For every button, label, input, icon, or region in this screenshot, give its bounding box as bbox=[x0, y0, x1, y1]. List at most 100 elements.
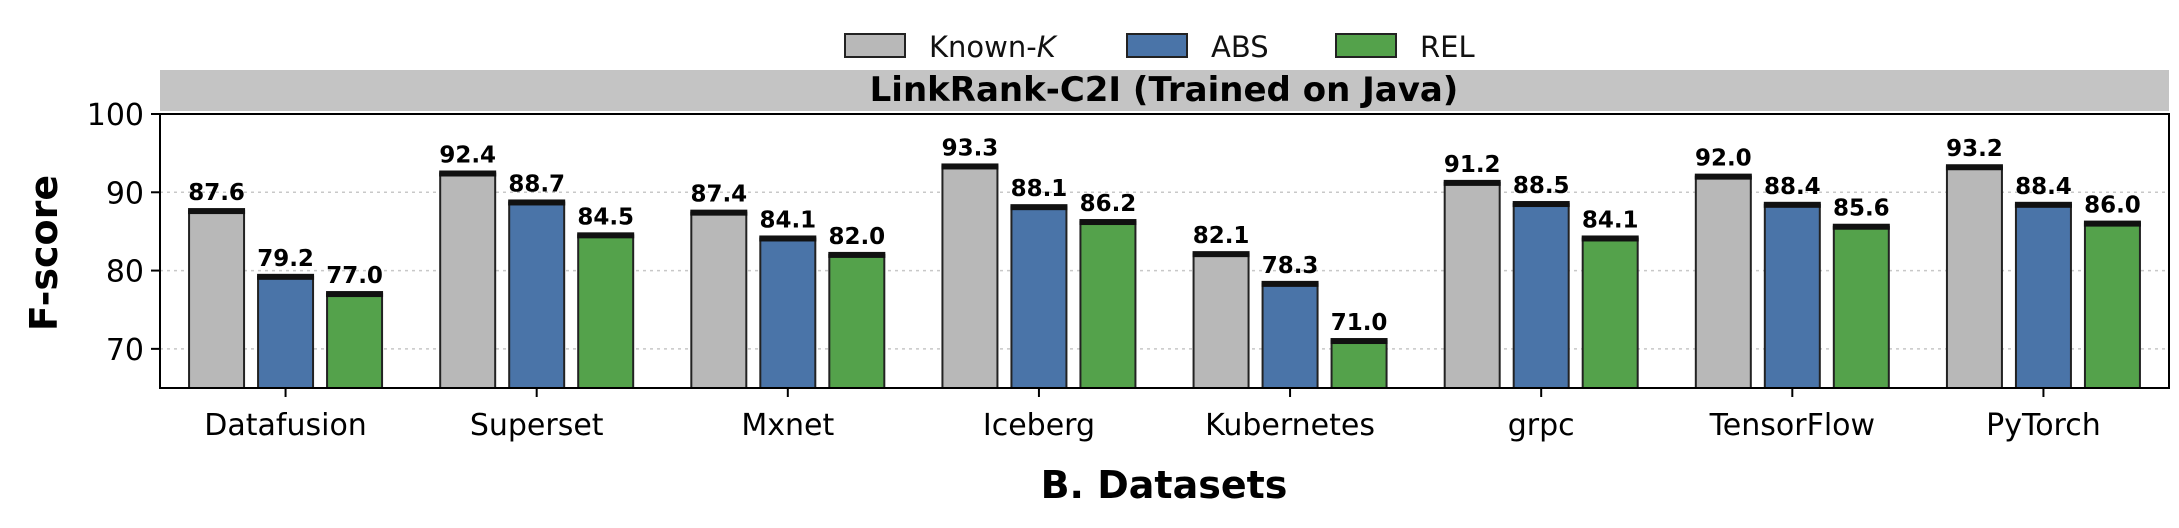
value-label-superset-known-k: 92.4 bbox=[439, 142, 496, 168]
x-tick-label-tensorflow: TensorFlow bbox=[1709, 408, 1876, 443]
legend-label-known-k: Known-K bbox=[929, 30, 1058, 64]
bar-cap-iceberg-abs bbox=[1010, 204, 1068, 211]
bar-cap-tensorflow-abs bbox=[1763, 201, 1821, 208]
legend-swatch-known-k bbox=[844, 33, 906, 58]
value-label-iceberg-known-k: 93.3 bbox=[942, 135, 999, 161]
x-tick-label-kubernetes: Kubernetes bbox=[1205, 408, 1375, 443]
bar-cap-datafusion-abs bbox=[257, 273, 315, 280]
bar-cap-kubernetes-abs bbox=[1261, 280, 1319, 287]
x-axis-title: B. Datasets bbox=[1041, 463, 1288, 507]
legend-swatch-rel bbox=[1335, 33, 1397, 58]
bar-iceberg-abs bbox=[1010, 206, 1068, 389]
value-label-pytorch-rel: 86.0 bbox=[2084, 193, 2141, 219]
plot-frame bbox=[159, 113, 2170, 389]
bar-datafusion-abs bbox=[257, 275, 315, 389]
legend-swatch-abs bbox=[1126, 33, 1188, 58]
value-label-tensorflow-known-k: 92.0 bbox=[1695, 146, 1752, 172]
value-label-mxnet-known-k: 87.4 bbox=[690, 182, 747, 208]
bar-cap-mxnet-known-k bbox=[690, 209, 748, 216]
bar-kubernetes-rel bbox=[1330, 340, 1388, 389]
value-label-tensorflow-abs: 88.4 bbox=[1764, 174, 1821, 200]
value-label-pytorch-known-k: 93.2 bbox=[1946, 136, 2003, 162]
bar-cap-mxnet-rel bbox=[828, 251, 886, 258]
bar-cap-grpc-abs bbox=[1512, 201, 1570, 208]
bar-iceberg-known-k bbox=[941, 165, 999, 389]
y-axis-title: F-score bbox=[22, 175, 66, 331]
x-tick-label-grpc: grpc bbox=[1508, 408, 1575, 443]
bars: 87.6 79.2 77.0 92.4 88.7 84.5 87.4 84.1 82.0 93.3… bbox=[188, 135, 2141, 390]
bar-cap-kubernetes-known-k bbox=[1192, 251, 1250, 258]
bar-mxnet-rel bbox=[828, 253, 886, 389]
value-label-datafusion-known-k: 87.6 bbox=[188, 180, 245, 206]
value-label-kubernetes-rel: 71.0 bbox=[1331, 310, 1388, 336]
bar-cap-pytorch-rel bbox=[2083, 220, 2141, 227]
bar-kubernetes-abs bbox=[1261, 282, 1319, 390]
y-tick-label-70: 70 bbox=[106, 333, 144, 368]
bar-cap-superset-abs bbox=[508, 199, 566, 206]
bar-cap-pytorch-known-k bbox=[1945, 164, 2003, 171]
bar-cap-pytorch-abs bbox=[2014, 201, 2072, 208]
y-tick-label-100: 100 bbox=[87, 98, 144, 133]
value-label-tensorflow-rel: 85.6 bbox=[1833, 196, 1890, 222]
bar-cap-tensorflow-rel bbox=[1832, 223, 1890, 230]
value-label-datafusion-rel: 77.0 bbox=[326, 263, 383, 289]
value-label-iceberg-rel: 86.2 bbox=[1080, 191, 1137, 217]
bar-tensorflow-known-k bbox=[1694, 175, 1752, 389]
value-label-grpc-abs: 88.5 bbox=[1513, 173, 1570, 199]
value-label-superset-abs: 88.7 bbox=[508, 171, 565, 197]
bar-datafusion-known-k bbox=[188, 210, 246, 389]
value-label-pytorch-abs: 88.4 bbox=[2015, 174, 2072, 200]
bar-tensorflow-rel bbox=[1832, 225, 1890, 389]
bar-mxnet-known-k bbox=[690, 211, 748, 389]
x-tick-label-datafusion: Datafusion bbox=[204, 408, 367, 443]
bar-grpc-known-k bbox=[1443, 181, 1501, 389]
value-label-mxnet-rel: 82.0 bbox=[828, 224, 885, 250]
bar-grpc-rel bbox=[1581, 237, 1639, 389]
value-label-mxnet-abs: 84.1 bbox=[759, 207, 816, 233]
bar-cap-kubernetes-rel bbox=[1330, 338, 1388, 345]
bar-cap-grpc-rel bbox=[1581, 235, 1639, 242]
y-tick-label-80: 80 bbox=[106, 255, 144, 290]
legend: Known-K ABS REL bbox=[844, 30, 1475, 64]
bar-superset-known-k bbox=[439, 172, 497, 389]
value-label-kubernetes-abs: 78.3 bbox=[1262, 253, 1319, 279]
chart-title: LinkRank-C2I (Trained on Java) bbox=[870, 70, 1459, 110]
bar-cap-mxnet-abs bbox=[759, 235, 817, 242]
bar-grpc-abs bbox=[1512, 203, 1570, 389]
x-tick-label-iceberg: Iceberg bbox=[983, 408, 1095, 443]
bar-cap-iceberg-known-k bbox=[941, 163, 999, 170]
bar-cap-datafusion-known-k bbox=[188, 208, 246, 215]
value-label-iceberg-abs: 88.1 bbox=[1011, 176, 1068, 202]
x-tick-label-mxnet: Mxnet bbox=[741, 408, 834, 443]
bar-cap-tensorflow-known-k bbox=[1694, 173, 1752, 180]
x-tick-label-superset: Superset bbox=[470, 408, 604, 443]
y-axis-ticks: 70 80 90 100 bbox=[87, 98, 160, 368]
value-label-kubernetes-known-k: 82.1 bbox=[1193, 223, 1250, 249]
value-label-grpc-known-k: 91.2 bbox=[1444, 152, 1501, 178]
bar-cap-iceberg-rel bbox=[1079, 219, 1137, 226]
value-label-superset-rel: 84.5 bbox=[577, 204, 634, 230]
bar-pytorch-known-k bbox=[1945, 166, 2003, 389]
bar-cap-datafusion-rel bbox=[326, 291, 384, 298]
bar-datafusion-rel bbox=[326, 293, 384, 389]
bar-superset-rel bbox=[577, 234, 635, 389]
bar-kubernetes-known-k bbox=[1192, 253, 1250, 389]
bar-cap-superset-rel bbox=[577, 232, 635, 239]
bar-cap-superset-known-k bbox=[439, 170, 497, 177]
x-axis-ticks: Datafusion Superset Mxnet Iceberg Kubernetes… bbox=[204, 388, 2101, 443]
bar-superset-abs bbox=[508, 201, 566, 389]
bar-pytorch-abs bbox=[2014, 203, 2072, 389]
title-bar bbox=[160, 70, 2169, 111]
bar-tensorflow-abs bbox=[1763, 203, 1821, 389]
bar-iceberg-rel bbox=[1079, 221, 1137, 389]
legend-label-abs: ABS bbox=[1211, 30, 1269, 64]
bar-cap-grpc-known-k bbox=[1443, 179, 1501, 186]
legend-label-rel: REL bbox=[1420, 30, 1475, 64]
y-tick-label-90: 90 bbox=[106, 176, 144, 211]
bar-pytorch-rel bbox=[2083, 222, 2141, 389]
bar-mxnet-abs bbox=[759, 237, 817, 389]
x-tick-label-pytorch: PyTorch bbox=[1986, 408, 2101, 443]
value-label-datafusion-abs: 79.2 bbox=[257, 246, 314, 272]
value-label-grpc-rel: 84.1 bbox=[1582, 207, 1639, 233]
